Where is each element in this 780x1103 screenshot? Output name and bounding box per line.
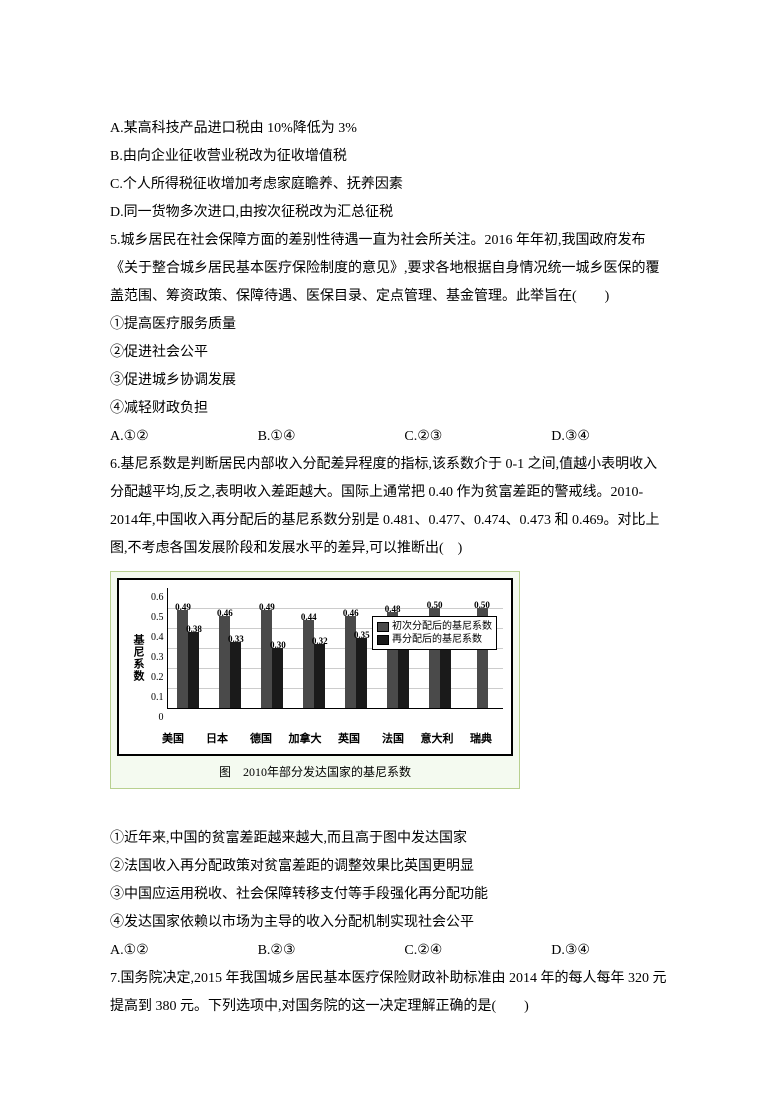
legend-primary-label: 初次分配后的基尼系数 <box>392 620 492 633</box>
q6-choice-2: ②法国收入再分配政策对贫富差距的调整效果比英国更明显 <box>110 853 670 881</box>
q6-options-row: A.①② B.②③ C.②④ D.③④ <box>110 937 670 965</box>
bar-group: 0.460.35 <box>335 616 377 708</box>
q6-opt-c: C.②④ <box>404 937 442 965</box>
chart-plot: 0.490.380.460.330.490.300.440.320.460.35… <box>167 588 504 709</box>
bar-value-label: 0.50 <box>474 596 490 614</box>
q5-choice-1: ①提高医疗服务质量 <box>110 311 670 339</box>
y-tick: 0 <box>159 708 164 728</box>
x-tick-label: 瑞典 <box>459 728 503 750</box>
bar-value-label: 0.30 <box>270 636 286 654</box>
x-tick-label: 意大利 <box>415 728 459 750</box>
x-tick-label: 日本 <box>195 728 239 750</box>
bar-group: 0.490.30 <box>251 610 293 708</box>
legend-secondary: 再分配后的基尼系数 <box>377 633 492 646</box>
y-tick: 0.1 <box>151 688 164 708</box>
x-tick-label: 加拿大 <box>283 728 327 750</box>
swatch-secondary-icon <box>377 635 389 645</box>
bar-value-label: 0.46 <box>343 604 359 622</box>
bar-secondary: 0.30 <box>272 648 283 708</box>
q6-choice-4: ④发达国家依赖以市场为主导的收入分配机制实现社会公平 <box>110 909 670 937</box>
q5-choice-2: ②促进社会公平 <box>110 339 670 367</box>
x-tick-label: 德国 <box>239 728 283 750</box>
bar-value-label: 0.50 <box>427 596 443 614</box>
bar-secondary: 0.29 <box>398 650 409 708</box>
chart-inner: 基尼系数 0.60.50.40.30.20.10 0.490.380.460.3… <box>117 578 513 756</box>
option-b: B.由向企业征收营业税改为征收增值税 <box>110 143 670 171</box>
bar-group: 0.440.32 <box>293 620 335 708</box>
document-page: A.某高科技产品进口税由 10%降低为 3% B.由向企业征收营业税改为征收增值… <box>0 0 780 1103</box>
q6-choice-1: ①近年来,中国的贫富差距越来越大,而且高于图中发达国家 <box>110 825 670 853</box>
x-tick-label: 英国 <box>327 728 371 750</box>
bar-group: 0.460.33 <box>209 616 251 708</box>
bar-value-label: 0.46 <box>217 604 233 622</box>
bar-value-label: 0.49 <box>259 598 275 616</box>
q6-opt-b: B.②③ <box>258 937 296 965</box>
chart-caption: 图 2010年部分发达国家的基尼系数 <box>117 756 513 784</box>
y-axis-label: 基尼系数 <box>127 634 151 682</box>
x-tick-label: 美国 <box>151 728 195 750</box>
q5-opt-b: B.①④ <box>258 423 296 451</box>
bar-value-label: 0.49 <box>175 598 191 616</box>
q5-opt-d: D.③④ <box>551 423 590 451</box>
question-6: 6.基尼系数是判断居民内部收入分配差异程度的指标,该系数介于 0-1 之间,值越… <box>110 451 670 563</box>
bar-secondary: 0.35 <box>356 638 367 708</box>
q6-opt-d: D.③④ <box>551 937 590 965</box>
bar-value-label: 0.33 <box>228 630 244 648</box>
q6-choice-3: ③中国应运用税收、社会保障转移支付等手段强化再分配功能 <box>110 881 670 909</box>
legend-secondary-label: 再分配后的基尼系数 <box>392 633 482 646</box>
chart-area: 基尼系数 0.60.50.40.30.20.10 0.490.380.460.3… <box>127 588 503 728</box>
legend-primary: 初次分配后的基尼系数 <box>377 620 492 633</box>
bar-primary: 0.49 <box>261 610 272 708</box>
option-a: A.某高科技产品进口税由 10%降低为 3% <box>110 115 670 143</box>
bar-value-label: 0.38 <box>186 620 202 638</box>
option-c: C.个人所得税征收增加考虑家庭瞻养、抚养因素 <box>110 171 670 199</box>
q5-opt-c: C.②③ <box>404 423 442 451</box>
x-tick-label: 法国 <box>371 728 415 750</box>
y-tick: 0.4 <box>151 628 164 648</box>
y-tick: 0.2 <box>151 668 164 688</box>
x-axis-labels: 美国日本德国加拿大英国法国意大利瑞典 <box>151 728 503 750</box>
bar-value-label: 0.32 <box>312 632 328 650</box>
bar-secondary: 0.33 <box>230 642 241 708</box>
bar-secondary: 0.34 <box>440 640 451 708</box>
y-tick: 0.6 <box>151 588 164 608</box>
chart-legend: 初次分配后的基尼系数 再分配后的基尼系数 <box>372 616 497 650</box>
y-tick: 0.5 <box>151 608 164 628</box>
option-d: D.同一货物多次进口,由按次征税改为汇总征税 <box>110 199 670 227</box>
y-tick: 0.3 <box>151 648 164 668</box>
swatch-primary-icon <box>377 622 389 632</box>
bar-value-label: 0.35 <box>354 626 370 644</box>
q5-opt-a: A.①② <box>110 423 149 451</box>
q5-options-row: A.①② B.①④ C.②③ D.③④ <box>110 423 670 451</box>
q5-choice-3: ③促进城乡协调发展 <box>110 367 670 395</box>
q6-opt-a: A.①② <box>110 937 149 965</box>
question-5: 5.城乡居民在社会保障方面的差别性待遇一直为社会所关注。2016 年年初,我国政… <box>110 227 670 311</box>
bar-group: 0.490.38 <box>168 610 210 708</box>
bar-secondary: 0.38 <box>188 632 199 708</box>
q5-choice-4: ④减轻财政负担 <box>110 395 670 423</box>
bar-value-label: 0.44 <box>301 608 317 626</box>
y-axis-ticks: 0.60.50.40.30.20.10 <box>151 588 167 708</box>
chart-container: 基尼系数 0.60.50.40.30.20.10 0.490.380.460.3… <box>110 571 520 789</box>
question-7: 7.国务院决定,2015 年我国城乡居民基本医疗保险财政补助标准由 2014 年… <box>110 965 670 1021</box>
bar-secondary: 0.32 <box>314 644 325 708</box>
